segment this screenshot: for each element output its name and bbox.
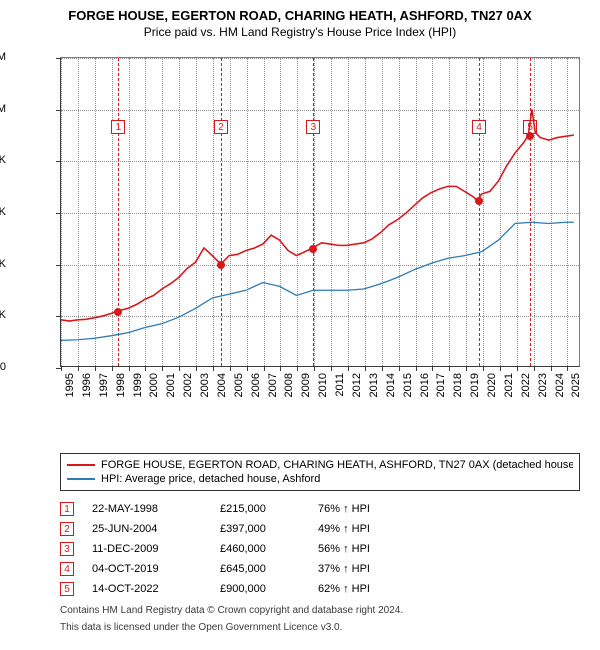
chart-subtitle: Price paid vs. HM Land Registry's House … — [10, 25, 590, 39]
legend-item: HPI: Average price, detached house, Ashf… — [67, 472, 573, 486]
y-axis-label: £200K — [0, 309, 6, 321]
footer-line-1: Contains HM Land Registry data © Crown c… — [60, 605, 590, 616]
y-axis-label: £600K — [0, 206, 6, 218]
x-axis-label: 2025 — [570, 373, 600, 397]
chart-title: FORGE HOUSE, EGERTON ROAD, CHARING HEATH… — [10, 8, 590, 23]
table-row: 514-OCT-2022£900,00062% ↑ HPI — [60, 579, 590, 599]
table-row: 311-DEC-2009£460,00056% ↑ HPI — [60, 539, 590, 559]
y-axis-label: £1M — [0, 103, 6, 115]
table-row: 404-OCT-2019£645,00037% ↑ HPI — [60, 559, 590, 579]
y-axis-label: £400K — [0, 258, 6, 270]
footer-line-2: This data is licensed under the Open Gov… — [60, 622, 590, 633]
y-axis-label: £800K — [0, 154, 6, 166]
table-row: 122-MAY-1998£215,00076% ↑ HPI — [60, 499, 590, 519]
sales-table: 122-MAY-1998£215,00076% ↑ HPI225-JUN-200… — [60, 499, 590, 599]
plot-area: 12345 — [60, 57, 580, 367]
y-axis-label: £0 — [0, 361, 6, 373]
table-row: 225-JUN-2004£397,00049% ↑ HPI — [60, 519, 590, 539]
series-line — [61, 109, 574, 321]
chart: 12345 £0£200K£400K£600K£800K£1M£1.2M1995… — [10, 47, 590, 407]
legend-item: FORGE HOUSE, EGERTON ROAD, CHARING HEATH… — [67, 458, 573, 472]
series-line — [61, 222, 574, 340]
legend: FORGE HOUSE, EGERTON ROAD, CHARING HEATH… — [60, 453, 580, 491]
y-axis-label: £1.2M — [0, 51, 6, 63]
